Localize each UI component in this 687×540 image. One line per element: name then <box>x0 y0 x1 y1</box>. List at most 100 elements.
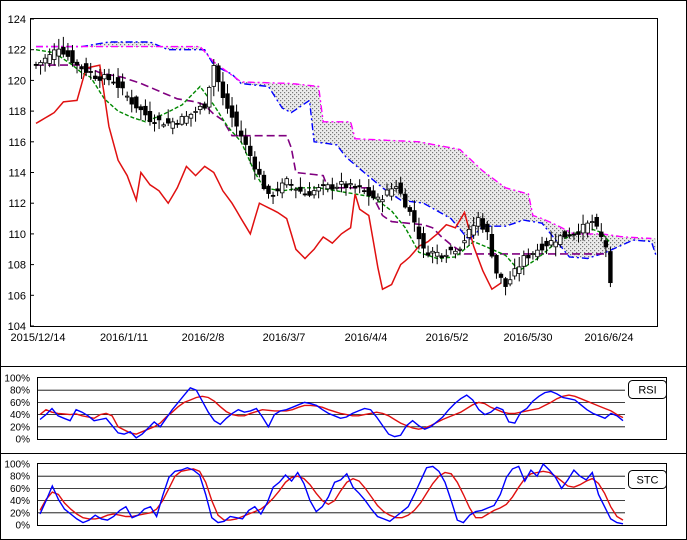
candle <box>52 43 57 66</box>
rsi-y-tick-label: 40% <box>10 410 30 421</box>
stc-y-tick-label: 40% <box>10 496 30 507</box>
candle <box>521 250 526 276</box>
candle <box>270 191 276 204</box>
candle <box>494 253 499 279</box>
candle <box>325 182 330 193</box>
rsi-y-tick-label: 60% <box>10 398 30 409</box>
cloud-area <box>36 42 656 259</box>
candle <box>156 112 162 130</box>
price-y-tick-label: 104 <box>8 321 26 333</box>
date-x-tick-label: 2015/12/14 <box>10 332 65 344</box>
candle <box>248 136 253 164</box>
candle <box>375 193 381 203</box>
candle <box>152 114 157 132</box>
candle <box>548 231 554 248</box>
candle <box>115 68 121 98</box>
candle <box>129 89 134 113</box>
candle <box>471 216 476 239</box>
candle <box>225 84 230 114</box>
price-y-tick-label: 124 <box>8 14 26 26</box>
candle <box>580 214 586 241</box>
candle <box>307 182 312 198</box>
candle <box>480 213 485 233</box>
candle <box>412 200 417 232</box>
candle <box>403 188 408 209</box>
candle <box>220 72 226 106</box>
candle <box>38 60 43 75</box>
candle <box>503 276 508 296</box>
candle <box>512 258 517 280</box>
candle <box>466 224 472 246</box>
rsi-line-blue <box>39 386 624 439</box>
candle <box>193 106 198 122</box>
candle <box>371 185 376 201</box>
candle <box>279 178 285 199</box>
date-x-axis: 2015/12/14 2016/1/11 2016/2/8 2016/3/7 2016/… <box>10 332 633 344</box>
candle <box>311 185 317 199</box>
candle <box>243 128 248 154</box>
stc-y-tick-label: 100% <box>4 460 30 471</box>
candle <box>425 245 431 258</box>
price-y-tick-label: 108 <box>8 260 26 272</box>
candle <box>594 213 599 230</box>
candle <box>430 247 435 264</box>
candle <box>197 102 203 115</box>
stc-lines <box>39 462 624 525</box>
candle <box>562 229 568 239</box>
candle <box>202 101 207 111</box>
candle <box>530 251 536 260</box>
price-y-tick-label: 110 <box>8 229 26 241</box>
candle <box>88 62 93 80</box>
date-x-tick-label: 2016/6/24 <box>585 332 634 344</box>
candle <box>589 214 595 231</box>
candle <box>184 111 189 126</box>
rsi-y-tick-label: 20% <box>10 422 30 433</box>
candle <box>229 97 235 128</box>
candle <box>170 117 175 135</box>
stc-y-tick-label: 80% <box>10 472 30 483</box>
candle <box>407 205 413 216</box>
price-y-tick-label: 114 <box>8 168 26 180</box>
candlesticks <box>33 36 613 296</box>
candle <box>366 179 371 206</box>
candle <box>302 188 308 197</box>
stc-panel: 100%80%60%40%20% 0% STC <box>4 460 667 532</box>
candle <box>567 227 572 239</box>
stc-y-tick-label: 0% <box>16 521 31 532</box>
candle <box>457 246 463 256</box>
candle <box>134 95 139 113</box>
candle <box>143 99 148 121</box>
rsi-legend: RSI <box>628 380 667 399</box>
candle <box>330 177 335 200</box>
stc-y-axis: 100%80%60%40%20% 0% <box>4 460 30 532</box>
candle <box>380 195 385 213</box>
candle <box>56 38 61 67</box>
price-y-tick-label: 116 <box>8 137 26 149</box>
candle <box>393 179 399 192</box>
rsi-lines <box>39 386 624 439</box>
candle <box>207 85 212 115</box>
candle <box>476 211 481 236</box>
candle <box>284 176 289 188</box>
candle <box>362 188 367 195</box>
candle <box>544 237 549 255</box>
candle <box>489 225 495 259</box>
rsi-legend-label: RSI <box>638 385 656 397</box>
candle <box>498 272 504 284</box>
candle <box>161 122 166 128</box>
candle <box>416 217 422 250</box>
candle <box>384 183 390 198</box>
candle <box>608 247 613 288</box>
candle <box>453 248 458 259</box>
candle <box>102 69 107 85</box>
base-line-purple <box>36 64 611 255</box>
candle <box>289 179 294 192</box>
candle <box>179 113 185 126</box>
stc-y-tick-label: 60% <box>10 484 30 495</box>
price-y-tick-label: 106 <box>8 290 26 302</box>
leading-span-a-line <box>36 41 657 260</box>
stc-gridlines <box>38 475 625 514</box>
date-x-tick-label: 2016/1/11 <box>100 332 148 344</box>
candle <box>74 59 80 74</box>
leading-span-b-line <box>36 45 652 240</box>
